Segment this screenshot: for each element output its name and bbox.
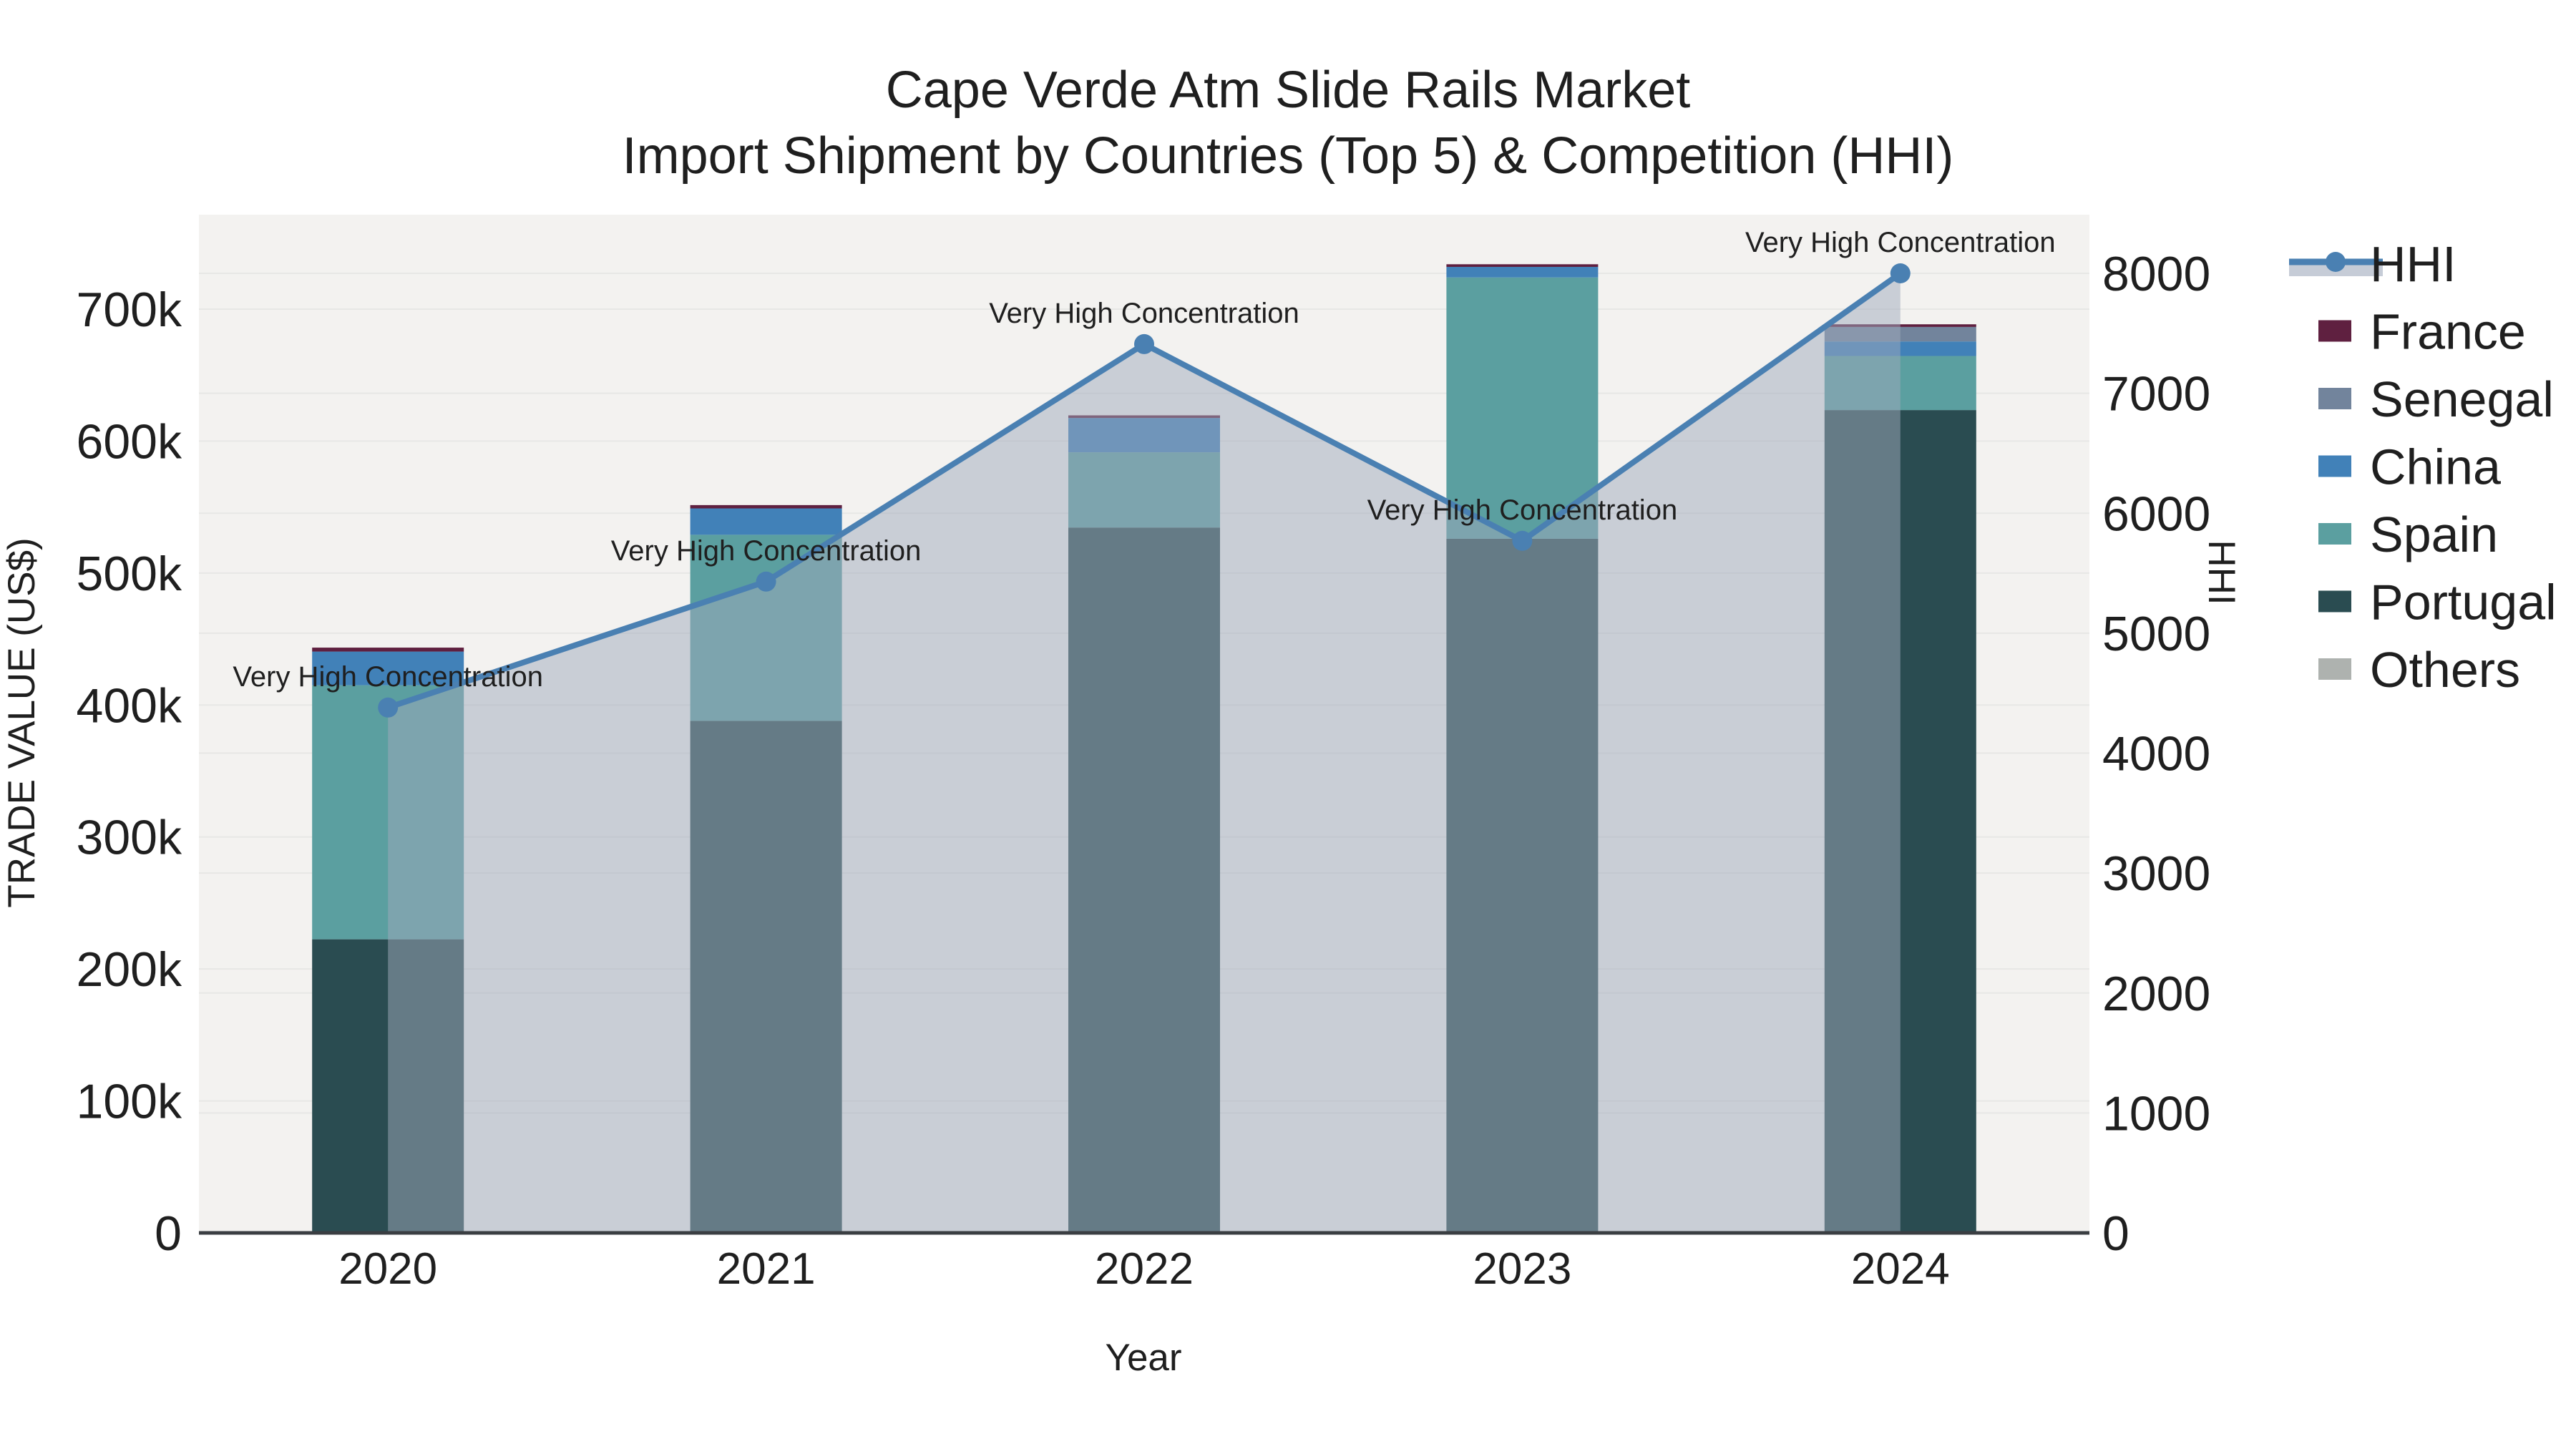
plot-layer: [199, 215, 2089, 1235]
chart-title: Cape Verde Atm Slide Rails Market: [886, 62, 1691, 119]
left-tick-label-0: 0: [155, 1206, 182, 1261]
bar-segment-france-2020: [312, 648, 464, 652]
x-tick-label-2024: 2024: [1851, 1244, 1950, 1294]
legend-marker-dot: [2326, 252, 2346, 272]
chart-subtitle: Import Shipment by Countries (Top 5) & C…: [623, 127, 1954, 185]
legend-label-spain: Spain: [2370, 507, 2498, 562]
bar-segment-china-2020: [312, 651, 464, 686]
right-tick-label-2000: 2000: [2102, 967, 2210, 1021]
right-tick-label-3000: 3000: [2102, 847, 2210, 901]
legend-label-portugal: Portugal: [2370, 575, 2557, 630]
right-tick-label-7000: 7000: [2102, 367, 2210, 421]
legend-label-china: China: [2370, 439, 2501, 495]
legend-swatch-spain: [2318, 523, 2351, 545]
right-tick-label-0: 0: [2102, 1206, 2129, 1261]
right-tick-label-8000: 8000: [2102, 247, 2210, 301]
legend-label-senegal: Senegal: [2370, 371, 2554, 427]
legend-swatch-portugal: [2318, 590, 2351, 613]
annotation-2021: Very High Concentration: [611, 535, 922, 567]
legend-item-hhi[interactable]: HHI: [2289, 236, 2457, 292]
right-tick-label-1000: 1000: [2102, 1086, 2210, 1141]
hhi-marker-2024: [1890, 263, 1911, 283]
legend-item-senegal[interactable]: Senegal: [2318, 371, 2554, 427]
x-axis-title: Year: [1105, 1337, 1181, 1379]
bar-segment-china-2021: [690, 508, 842, 535]
left-tick-label-100k: 100k: [77, 1075, 182, 1129]
left-tick-label-300k: 300k: [77, 811, 182, 865]
legend-swatch-senegal: [2318, 388, 2351, 409]
left-tick-label-200k: 200k: [77, 942, 182, 997]
legend-swatch-france: [2318, 320, 2351, 342]
x-tick-label-2020: 2020: [338, 1244, 437, 1294]
hhi-marker-2021: [756, 571, 776, 592]
annotation-2022: Very High Concentration: [989, 298, 1299, 329]
bar-segment-spain-2023: [1446, 277, 1599, 539]
legend-swatch-china: [2318, 455, 2351, 477]
left-tick-label-600k: 600k: [77, 414, 182, 469]
x-tick-label-2022: 2022: [1095, 1244, 1194, 1294]
bar-segment-china-2023: [1446, 266, 1599, 278]
legend: HHI France Senegal China Spain Portugal Others: [2289, 236, 2557, 698]
y-axis-title: TRADE VALUE (US$): [1, 537, 43, 907]
hhi-marker-2022: [1134, 333, 1154, 354]
legend-swatch-others: [2318, 658, 2351, 680]
legend-label-france: France: [2370, 304, 2526, 360]
legend-label-hhi: HHI: [2370, 236, 2457, 292]
legend-item-china[interactable]: China: [2318, 439, 2501, 495]
x-tick-label-2021: 2021: [717, 1244, 816, 1294]
labels-layer: 0 100k 200k 300k 400k 500k 600k 700k 0 1000 2000 30…: [77, 227, 2211, 1294]
hhi-area: [388, 273, 1901, 1233]
hhi-marker-2023: [1512, 530, 1533, 551]
right-tick-label-5000: 5000: [2102, 607, 2210, 661]
bar-segment-france-2023: [1446, 264, 1599, 267]
hhi-marker-2020: [378, 697, 399, 718]
hhi-axis-title: HHI: [2200, 540, 2243, 605]
left-tick-label-500k: 500k: [77, 547, 182, 601]
legend-item-others[interactable]: Others: [2318, 642, 2520, 698]
legend-item-france[interactable]: France: [2318, 304, 2526, 360]
legend-item-spain[interactable]: Spain: [2318, 507, 2498, 562]
annotation-2024: Very High Concentration: [1745, 227, 2056, 258]
bar-segment-france-2021: [690, 504, 842, 509]
annotation-2020: Very High Concentration: [233, 661, 543, 693]
left-tick-label-700k: 700k: [77, 283, 182, 337]
right-tick-label-4000: 4000: [2102, 727, 2210, 781]
legend-label-others: Others: [2370, 642, 2520, 698]
right-tick-label-6000: 6000: [2102, 487, 2210, 541]
x-tick-label-2023: 2023: [1473, 1244, 1571, 1294]
legend-item-portugal[interactable]: Portugal: [2318, 575, 2557, 630]
left-tick-label-400k: 400k: [77, 678, 182, 733]
annotation-2023: Very High Concentration: [1367, 494, 1678, 526]
